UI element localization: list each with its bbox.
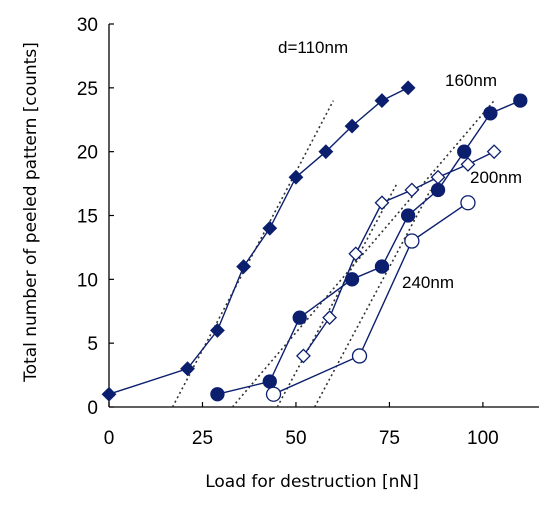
data-point-200nm — [460, 157, 476, 172]
series-line-200nm — [302, 151, 495, 357]
data-point-d-110nm — [210, 322, 225, 338]
data-point-200nm — [374, 195, 390, 211]
y-tick-label: 25 — [77, 79, 98, 100]
y-tick-label: 15 — [77, 207, 98, 228]
y-tick-label: 10 — [77, 270, 98, 291]
data-point-d-110nm — [374, 93, 390, 109]
series-label-110nm: d=110nm — [278, 38, 348, 57]
data-point-160nm — [457, 144, 472, 159]
data-point-200nm — [348, 246, 364, 262]
data-point-240nm — [265, 386, 282, 402]
data-point-240nm — [351, 348, 368, 364]
x-tick-label: 0 — [104, 428, 115, 449]
x-tick-label: 75 — [379, 428, 400, 449]
x-tick-label: 100 — [467, 428, 499, 449]
data-point-160nm — [262, 374, 277, 389]
data-point-d-110nm — [180, 361, 195, 377]
series-label-240nm: 240nm — [402, 273, 454, 292]
trend-line-240nm — [313, 189, 432, 408]
data-point-160nm — [400, 208, 416, 223]
data-point-d-110nm — [318, 144, 334, 160]
y-tick-label: 30 — [77, 15, 98, 36]
y-tick-label: 5 — [87, 334, 98, 355]
series-line-160nm — [217, 99, 521, 395]
trend-line-200nm — [276, 183, 398, 408]
data-point-160nm — [374, 259, 390, 274]
y-tick-label: 0 — [87, 398, 98, 419]
data-point-200nm — [404, 182, 420, 198]
data-point-160nm — [513, 93, 528, 108]
x-tick-label: 25 — [192, 428, 213, 449]
series-160nm — [210, 93, 528, 402]
trend-lines — [171, 100, 495, 408]
series-d-110nm — [101, 80, 416, 402]
data-point-200nm — [296, 348, 311, 364]
data-point-200nm — [430, 169, 446, 185]
data-point-d-110nm — [344, 118, 360, 134]
data-point-200nm — [322, 310, 338, 326]
data-point-d-110nm — [262, 220, 278, 236]
series-group — [101, 80, 528, 402]
x-axis-title: Load for destruction [nN] — [205, 472, 419, 492]
data-point-240nm — [404, 233, 420, 249]
series-240nm — [265, 195, 476, 402]
data-point-200nm — [486, 144, 502, 160]
data-point-240nm — [460, 195, 476, 211]
data-point-d-110nm — [101, 386, 117, 402]
data-point-d-110nm — [400, 80, 416, 96]
series-label-200nm: 200nm — [470, 168, 522, 187]
series-line-240nm — [273, 202, 469, 395]
x-tick-label: 50 — [285, 428, 306, 449]
data-point-d-110nm — [236, 259, 252, 274]
y-axis-title: Total number of peeled pattern [counts] — [21, 42, 41, 383]
series-line-d-110nm — [108, 87, 409, 395]
trend-line-160nm — [231, 100, 495, 408]
data-point-160nm — [483, 106, 498, 121]
data-point-160nm — [430, 182, 446, 198]
series-label-160nm: 160nm — [445, 71, 497, 90]
axes: 0 5 10 15 20 25 30 0 25 50 75 100 — [77, 15, 539, 449]
data-point-d-110nm — [288, 169, 304, 185]
data-point-160nm — [292, 310, 307, 325]
data-point-160nm — [210, 387, 225, 402]
y-tick-label: 20 — [77, 143, 98, 164]
labels: Load for destruction [nN] Total number o… — [21, 38, 522, 492]
series-200nm — [296, 144, 502, 364]
